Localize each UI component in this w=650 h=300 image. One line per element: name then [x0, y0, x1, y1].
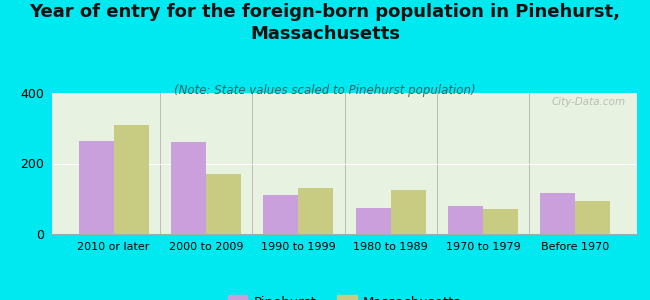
Text: City-Data.com: City-Data.com — [551, 97, 625, 107]
Bar — [114, 125, 149, 234]
Bar — [448, 206, 483, 234]
Bar — [298, 188, 333, 234]
Bar — [206, 174, 241, 234]
Bar — [540, 194, 575, 234]
Text: Year of entry for the foreign-born population in Pinehurst,
Massachusetts: Year of entry for the foreign-born popul… — [29, 3, 621, 43]
Bar — [79, 141, 114, 234]
Bar — [483, 209, 518, 234]
Bar — [391, 190, 426, 234]
Bar — [575, 200, 610, 234]
Text: (Note: State values scaled to Pinehurst population): (Note: State values scaled to Pinehurst … — [174, 84, 476, 97]
Bar — [263, 195, 298, 234]
Bar — [171, 142, 206, 234]
Bar — [356, 208, 391, 234]
Legend: Pinehurst, Massachusetts: Pinehurst, Massachusetts — [222, 290, 467, 300]
